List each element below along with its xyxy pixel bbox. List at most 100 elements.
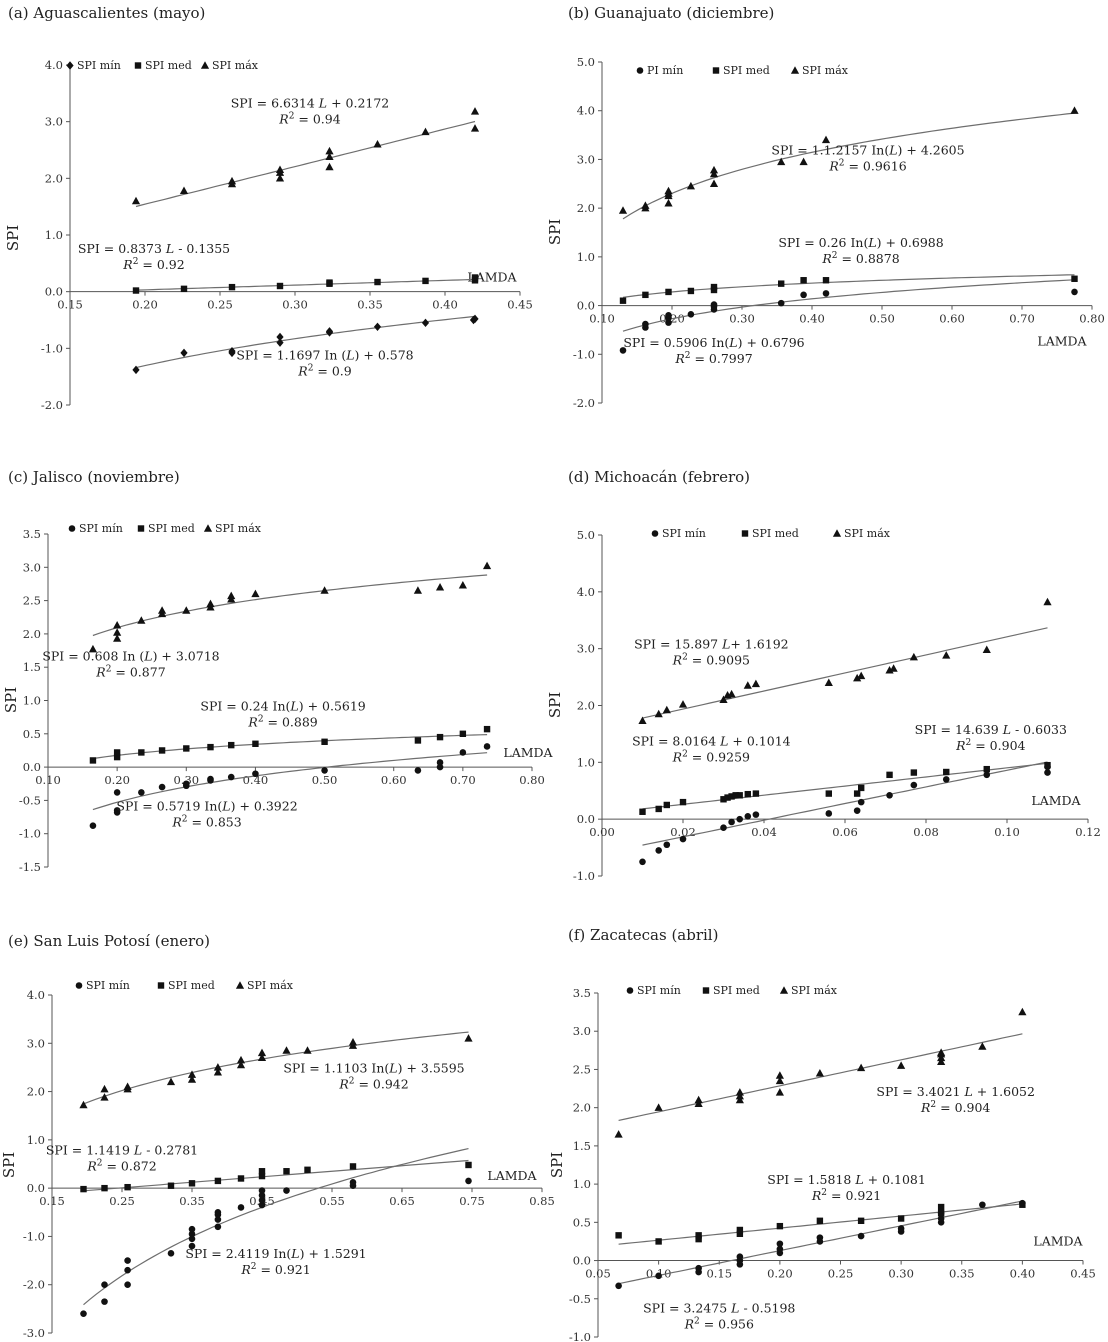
- data-point-spi-m-x: [227, 591, 236, 600]
- r-squared-label: R2 = 0.904: [920, 1100, 990, 1115]
- data-point-spi-m-x: [113, 634, 122, 642]
- equation-label: SPI = 15.897 L+ 1.6192: [634, 637, 789, 652]
- data-point-spi-med: [736, 1230, 744, 1237]
- data-point-spi-m-n: [188, 1225, 196, 1233]
- data-point-spi-m-x: [435, 582, 445, 591]
- data-point-spi-m-x: [853, 673, 862, 682]
- y-tick-label: -0.5: [19, 793, 41, 807]
- data-point-spi-m-n: [182, 780, 190, 788]
- data-point-spi-m-n: [276, 332, 284, 342]
- x-tick-label: 0.40: [1010, 1267, 1036, 1281]
- data-point-spi-m-n: [910, 781, 918, 789]
- data-point-spi-m-n: [979, 1201, 986, 1209]
- legend-marker: [790, 66, 800, 74]
- data-point-spi-m-x: [654, 1103, 663, 1111]
- data-point-spi-m-n: [469, 315, 478, 325]
- data-point-spi-med: [214, 1177, 222, 1185]
- x-tick-label: 0.06: [832, 825, 858, 839]
- data-point-spi-m-x: [937, 1048, 946, 1056]
- trendline-2: [618, 1203, 1023, 1245]
- data-point-spi-med: [414, 737, 422, 744]
- legend-marker: [626, 987, 634, 994]
- y-tick-label: -2.0: [23, 1278, 45, 1292]
- data-point-spi-med: [483, 725, 491, 733]
- data-point-spi-m-x: [251, 589, 260, 598]
- data-point-spi-m-n: [655, 847, 662, 854]
- x-tick-label: 0.15: [57, 298, 83, 312]
- data-point-spi-med: [237, 1175, 245, 1182]
- chart-panel-f: (f) Zacatecas (abril) -1.0 -0.5 0.0 0.5 1.0 1.…: [548, 926, 1096, 1342]
- data-point-spi-m-n: [188, 1235, 196, 1243]
- data-point-spi-m-x: [815, 1068, 824, 1077]
- legend-marker: [203, 524, 213, 532]
- data-point-spi-m-x: [213, 1067, 222, 1076]
- data-point-spi-med: [776, 1222, 784, 1230]
- data-point-spi-med: [858, 784, 865, 792]
- data-point-spi-m-n: [228, 348, 236, 358]
- data-point-pi-m-n: [642, 320, 649, 328]
- data-point-spi-m-n: [349, 1179, 357, 1186]
- equation-label: SPI = 0.608 In (L) + 3.0718: [42, 649, 219, 664]
- data-point-spi-m-x: [727, 689, 736, 698]
- data-point-spi-m-n: [776, 1245, 784, 1253]
- r-squared-label: R2 = 0.9: [297, 364, 352, 379]
- legend-marker: [66, 61, 74, 70]
- data-point-spi-m-x: [100, 1084, 109, 1093]
- chart-title: (e) San Luis Potosí (enero): [8, 932, 210, 950]
- y-tick-label: 0.0: [573, 1254, 591, 1268]
- data-point-spi-med: [89, 757, 97, 764]
- x-tick-label: 0.70: [1009, 312, 1035, 326]
- y-tick-label: 1.5: [23, 660, 41, 674]
- r-squared-label: R2 = 0.921: [811, 1188, 881, 1203]
- y-axis-label: SPI: [4, 225, 22, 251]
- data-point-spi-m-n: [465, 1177, 472, 1185]
- data-point-spi-m-n: [237, 1204, 245, 1211]
- data-point-spi-m-x: [413, 586, 423, 594]
- data-point-spi-m-x: [325, 152, 334, 160]
- x-tick-label: 0.12: [1075, 825, 1101, 839]
- trendline-2: [92, 734, 488, 760]
- data-point-spi-m-x: [775, 1076, 784, 1085]
- x-tick-label: 0.30: [173, 773, 199, 787]
- legend-marker: [636, 67, 644, 74]
- data-point-pi-m-n: [800, 291, 807, 299]
- data-point-spi-med: [710, 283, 718, 291]
- data-point-spi-m-n: [214, 1216, 222, 1223]
- legend-marker: [702, 987, 710, 994]
- data-point-spi-m-x: [735, 1088, 744, 1096]
- x-tick-label: 0.55: [319, 1194, 345, 1208]
- data-point-spi-m-x: [664, 198, 673, 207]
- data-point-spi-m-x: [275, 174, 285, 182]
- chart-title: (b) Guanajuato (diciembre): [568, 4, 774, 22]
- data-point-spi-m-x: [236, 1060, 246, 1069]
- data-point-spi-m-n: [188, 1230, 196, 1238]
- r-squared-label: R2 = 0.889: [247, 714, 317, 729]
- x-tick-label: 0.25: [207, 298, 233, 312]
- data-point-spi-med: [825, 790, 832, 797]
- data-point-spi-m-x: [942, 651, 951, 659]
- legend-label: SPI mín: [79, 522, 123, 535]
- data-point-spi-m-x: [824, 678, 833, 686]
- x-tick-label: 0.35: [357, 298, 383, 312]
- data-point-spi-m-n: [124, 1257, 131, 1264]
- data-point-spi-med: [228, 741, 235, 749]
- legend-marker: [651, 530, 659, 537]
- x-axis-label: LAMDA: [487, 1168, 537, 1183]
- y-tick-label: -1.0: [41, 341, 63, 355]
- y-tick-label: 2.0: [577, 699, 595, 713]
- trendline-1: [135, 120, 476, 208]
- data-point-spi-med: [258, 1172, 266, 1180]
- data-point-pi-m-n: [710, 301, 718, 308]
- data-point-spi-m-x: [482, 561, 492, 570]
- data-point-spi-med: [732, 792, 739, 799]
- data-point-spi-m-x: [777, 157, 786, 166]
- equation-label: SPI = 6.6314 L + 0.2172: [231, 96, 390, 111]
- data-point-pi-m-n: [777, 299, 785, 307]
- y-tick-label: 2.0: [27, 1085, 45, 1099]
- data-point-spi-med: [886, 771, 893, 779]
- data-point-spi-m-x: [325, 146, 334, 155]
- data-point-spi-m-x: [113, 620, 122, 629]
- data-point-spi-m-n: [214, 1223, 222, 1231]
- data-point-spi-med: [436, 733, 444, 741]
- y-tick-label: -3.0: [23, 1326, 45, 1340]
